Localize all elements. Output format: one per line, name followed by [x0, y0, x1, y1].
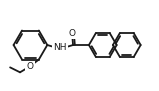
Text: NH: NH [53, 43, 67, 53]
Text: O: O [26, 62, 33, 71]
Text: O: O [69, 29, 76, 38]
